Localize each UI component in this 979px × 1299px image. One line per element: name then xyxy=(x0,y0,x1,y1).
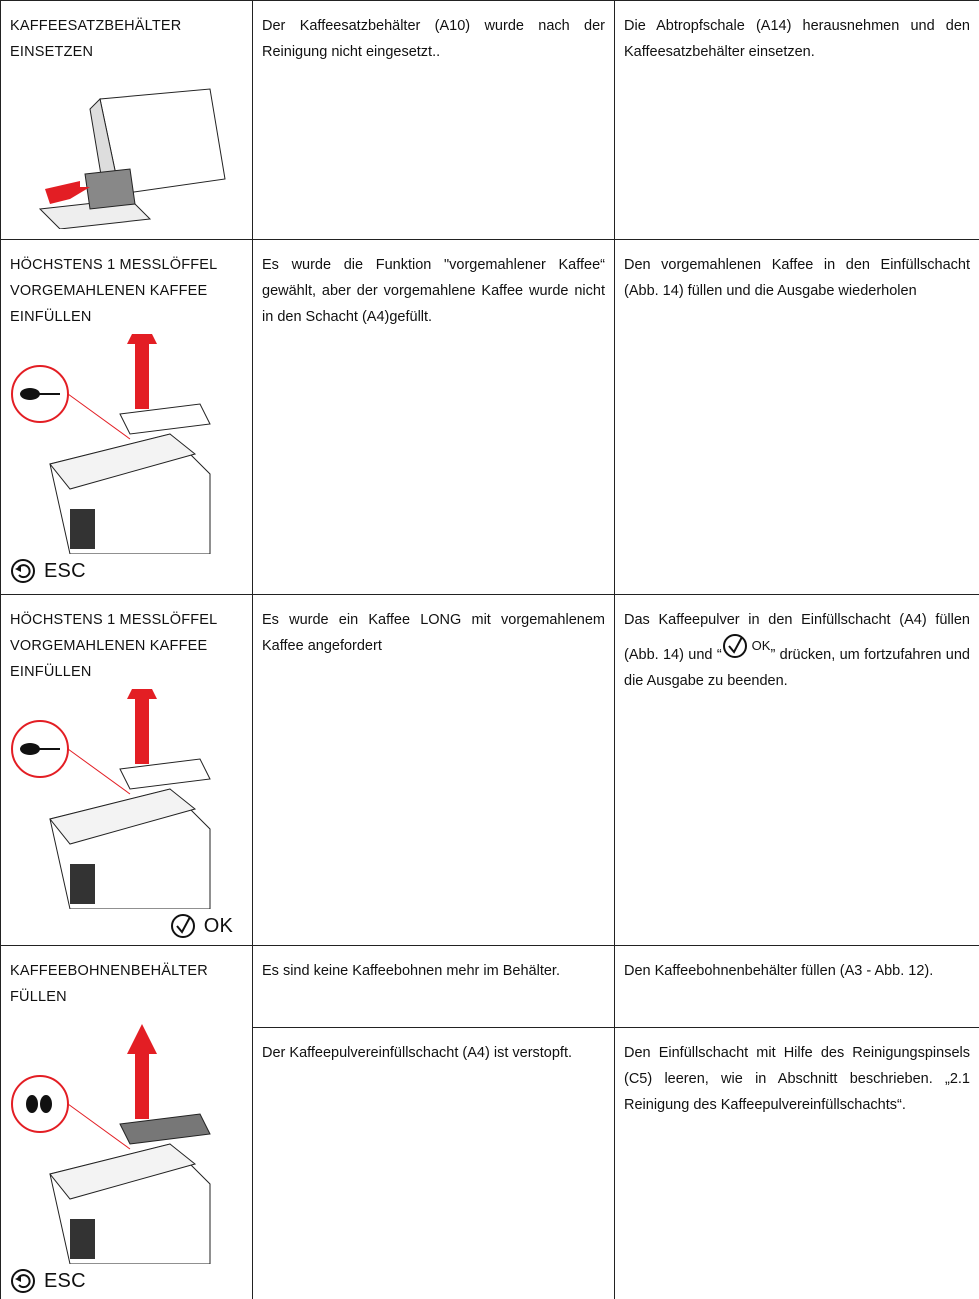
cause-text: Es sind keine Kaffeebohnen mehr im Behäl… xyxy=(262,963,560,979)
button-label: ESC xyxy=(10,1268,243,1294)
title-cell: KAFFEEBOHNENBEHÄLTER FÜLLEN ESC xyxy=(0,945,253,1299)
title-line: HÖCHSTENS 1 MESSLÖFFEL xyxy=(10,612,218,628)
button-text: ESC xyxy=(44,1270,86,1292)
solution-cell: Das Kaffeepulver in den Einfüllschacht (… xyxy=(614,594,979,946)
table-row: KAFFEEBOHNENBEHÄLTER FÜLLEN ESC Es sind ke… xyxy=(0,945,979,1299)
solution-cell: Den vorgemahlenen Kaffee in den Einfülls… xyxy=(614,239,979,595)
solution-text: Das Kaffeepulver in den Einfüllschacht (… xyxy=(624,612,970,663)
title-cell: HÖCHSTENS 1 MESSLÖFFEL VORGEMAHLENEN KAF… xyxy=(0,594,253,946)
button-label: ESC xyxy=(10,558,243,584)
cause-text: Es wurde die Funktion "vorgemahlener Kaf… xyxy=(262,257,605,325)
table-row: HÖCHSTENS 1 MESSLÖFFEL VORGEMAHLENEN KAFF… xyxy=(0,239,979,595)
solution-cell: Den Kaffeebohnenbehälter füllen (A3 - Ab… xyxy=(614,945,979,1028)
title-line: EINFÜLLEN xyxy=(10,664,92,680)
cause-text: Der Kaffeesatzbehälter (A10) wurde nach … xyxy=(262,18,605,60)
cause-text: Der Kaffeepulvereinfüllschacht (A4) ist … xyxy=(262,1045,573,1061)
esc-icon xyxy=(11,559,35,583)
title-line: FÜLLEN xyxy=(10,989,67,1005)
ok-inline: OK xyxy=(722,633,771,659)
solution-text: ” drücken, um fortzufahren und die Ausga… xyxy=(624,647,970,689)
table-row: KAFFEESATZBEHÄLTER EINSETZEN Der Kaffeesa… xyxy=(0,0,979,240)
solution-text: Den vorgemahlenen Kaffee in den Einfülls… xyxy=(624,257,970,299)
solution-cell: Den Einfüllschacht mit Hilfe des Reinigu… xyxy=(614,1027,979,1299)
title-line: KAFFEEBOHNENBEHÄLTER xyxy=(10,963,208,979)
cause-cell: Es wurde die Funktion "vorgemahlener Kaf… xyxy=(252,239,615,595)
solution-text: Den Einfüllschacht mit Hilfe des Reinigu… xyxy=(624,1045,970,1113)
title-line: EINSETZEN xyxy=(10,44,94,60)
title-cell: HÖCHSTENS 1 MESSLÖFFEL VORGEMAHLENEN KAFF… xyxy=(0,239,253,595)
ok-text: OK xyxy=(751,638,771,653)
illustration xyxy=(38,88,226,229)
illustration xyxy=(11,334,211,554)
solution-cell: Die Abtropfschale (A14) herausnehmen und… xyxy=(614,0,979,240)
cause-cell: Es sind keine Kaffeebohnen mehr im Behäl… xyxy=(252,945,615,1028)
cause-cell: Der Kaffeepulvereinfüllschacht (A4) ist … xyxy=(252,1027,615,1299)
title-line: VORGEMAHLENEN KAFFEE xyxy=(10,638,208,654)
title-line: HÖCHSTENS 1 MESSLÖFFEL xyxy=(10,257,218,273)
title-line: KAFFEESATZBEHÄLTER xyxy=(10,18,182,34)
illustration xyxy=(11,689,211,909)
illustration xyxy=(11,1024,211,1264)
solution-text: Die Abtropfschale (A14) herausnehmen und… xyxy=(624,18,970,60)
cause-text: Es wurde ein Kaffee LONG mit vorgemahlen… xyxy=(262,612,605,654)
button-text: ESC xyxy=(44,560,86,582)
button-label: OK xyxy=(10,913,233,939)
title-cell: KAFFEESATZBEHÄLTER EINSETZEN xyxy=(0,0,253,240)
ok-icon xyxy=(170,914,195,938)
cause-cell: Es wurde ein Kaffee LONG mit vorgemahlen… xyxy=(252,594,615,946)
cause-cell: Der Kaffeesatzbehälter (A10) wurde nach … xyxy=(252,0,615,240)
title-line: VORGEMAHLENEN KAFFEE xyxy=(10,283,208,299)
title-line: EINFÜLLEN xyxy=(10,309,92,325)
solution-text: Den Kaffeebohnenbehälter füllen (A3 - Ab… xyxy=(624,963,934,979)
table-row: HÖCHSTENS 1 MESSLÖFFEL VORGEMAHLENEN KAF… xyxy=(0,594,979,946)
ok-icon xyxy=(722,634,747,658)
table-row: Der Kaffeepulvereinfüllschacht (A4) ist … xyxy=(1,1027,979,1299)
esc-icon xyxy=(11,1269,35,1293)
button-text: OK xyxy=(203,915,233,937)
